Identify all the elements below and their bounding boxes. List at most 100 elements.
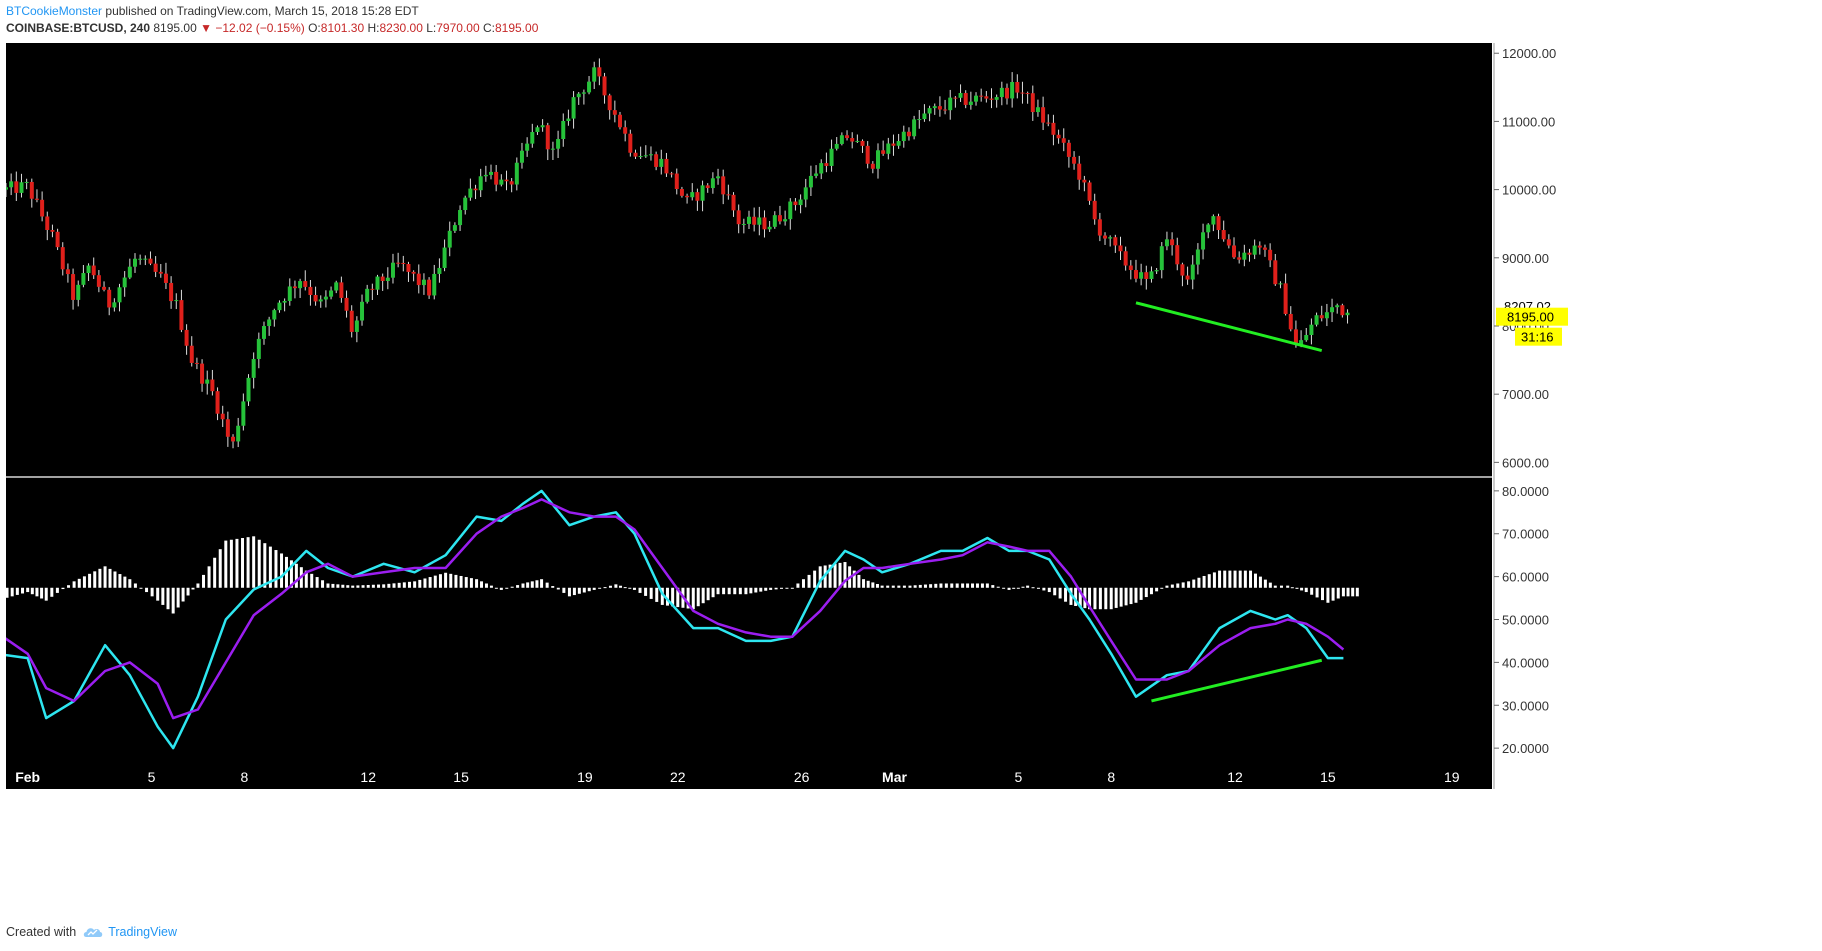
candle-up xyxy=(468,188,473,198)
oscillator-slow-line xyxy=(0,498,1345,720)
countdown-badge xyxy=(1515,327,1562,346)
candle-up xyxy=(710,178,715,189)
histogram-bar xyxy=(934,583,938,588)
candle-down xyxy=(1025,93,1030,95)
histogram-bar xyxy=(691,587,695,610)
candle-down xyxy=(953,97,958,99)
histogram-bar xyxy=(336,584,340,588)
countdown-label: 31:16 xyxy=(1521,330,1554,345)
histogram-bar xyxy=(346,585,350,588)
histogram-bar xyxy=(1078,587,1082,608)
price-tick-label: 9000.00 xyxy=(1502,251,1549,266)
price-axis[interactable]: 6000.007000.008000.009000.0010000.001100… xyxy=(1493,43,1556,789)
histogram-bar xyxy=(55,587,59,593)
candle-up xyxy=(819,163,824,174)
histogram-bar xyxy=(862,579,866,588)
histogram-bar xyxy=(326,583,330,588)
candle-down xyxy=(308,286,313,295)
candle-down xyxy=(1046,122,1051,124)
candle-down xyxy=(664,158,669,174)
histogram-bar xyxy=(838,562,842,588)
histogram-bar xyxy=(592,587,596,590)
histogram-bar xyxy=(880,585,884,588)
histogram-bar xyxy=(807,574,811,588)
candle-down xyxy=(669,173,674,175)
histogram-bar xyxy=(510,586,514,588)
histogram-bar xyxy=(321,580,325,588)
candle-up xyxy=(9,181,14,188)
candle-down xyxy=(597,67,602,77)
candle-down xyxy=(705,185,710,189)
price-pane[interactable] xyxy=(4,43,1492,476)
histogram-bar xyxy=(711,587,715,598)
candle-up xyxy=(576,93,581,98)
histogram-bar xyxy=(923,584,927,588)
histogram-bar xyxy=(857,574,861,588)
histogram-bar xyxy=(402,582,406,588)
osc-tick-label: 40.0000 xyxy=(1502,655,1549,670)
candle-up xyxy=(839,135,844,144)
candle-down xyxy=(824,163,829,166)
candle-down xyxy=(1056,134,1061,139)
candle-up xyxy=(798,199,803,206)
chart-svg[interactable]: 6000.007000.008000.009000.0010000.001100… xyxy=(0,43,1816,919)
histogram-bar xyxy=(123,576,127,588)
candle-down xyxy=(777,215,782,222)
candle-down xyxy=(1082,179,1087,183)
histogram-bar xyxy=(1036,587,1040,589)
candle-down xyxy=(633,152,638,157)
candle-down xyxy=(34,198,39,200)
candle-down xyxy=(220,413,225,420)
candle-down xyxy=(406,264,411,272)
histogram-bar xyxy=(5,587,9,598)
histogram-bar xyxy=(790,587,794,589)
candle-up xyxy=(550,148,555,150)
candle-down xyxy=(504,179,509,182)
candle-up xyxy=(463,197,468,211)
histogram-bar xyxy=(1300,587,1304,591)
histogram-bar xyxy=(614,584,618,588)
candle-down xyxy=(1123,251,1128,266)
histogram-bar xyxy=(196,583,200,588)
candle-up xyxy=(999,87,1004,98)
histogram-bar xyxy=(939,583,943,588)
candle-down xyxy=(1128,265,1133,271)
time-tick-label: 15 xyxy=(453,769,469,785)
oscillator-pane[interactable] xyxy=(0,476,1492,761)
histogram-bar xyxy=(433,575,437,588)
osc-tick-label: 20.0000 xyxy=(1502,741,1549,756)
high-value: 8230.00 xyxy=(379,21,423,35)
tradingview-link[interactable]: TradingView xyxy=(82,925,177,939)
histogram-bar xyxy=(499,587,503,590)
candle-up xyxy=(530,132,535,144)
candle-down xyxy=(1103,235,1108,239)
publish-header: BTCookieMonster published on TradingView… xyxy=(6,4,419,18)
histogram-bar xyxy=(475,579,479,588)
histogram-bar xyxy=(985,583,989,588)
time-axis[interactable]: Feb 5 8 12 15 19 22 26 Mar 5 8 12 15 19 xyxy=(6,761,1492,789)
histogram-bar xyxy=(202,574,206,588)
ticker-bar: COINBASE:BTCUSD, 240 8195.00 ▼ −12.02 (−… xyxy=(6,21,538,35)
candle-up xyxy=(927,108,932,114)
author-link[interactable]: BTCookieMonster xyxy=(6,4,103,18)
candle-up xyxy=(747,216,751,224)
histogram-bar xyxy=(1016,587,1020,589)
chart-area[interactable]: 6000.00 7000.00 8000.00 9000.00 10000.00 1100… xyxy=(0,43,1816,924)
candle-up xyxy=(1252,245,1257,255)
candle-up xyxy=(855,140,860,142)
histogram-bar xyxy=(50,587,54,597)
candle-down xyxy=(906,131,911,137)
histogram-bar xyxy=(785,587,789,589)
candle-down xyxy=(943,109,948,111)
time-tick-label: 12 xyxy=(1227,769,1243,785)
candle-up xyxy=(1190,264,1195,280)
histogram-bar xyxy=(133,583,137,588)
histogram-bar xyxy=(1228,570,1232,588)
candle-down xyxy=(169,282,174,302)
candle-up xyxy=(519,150,524,163)
high-label: H: xyxy=(367,21,380,35)
candle-down xyxy=(65,269,70,275)
histogram-bar xyxy=(1098,587,1102,610)
histogram-bar xyxy=(1341,587,1345,597)
